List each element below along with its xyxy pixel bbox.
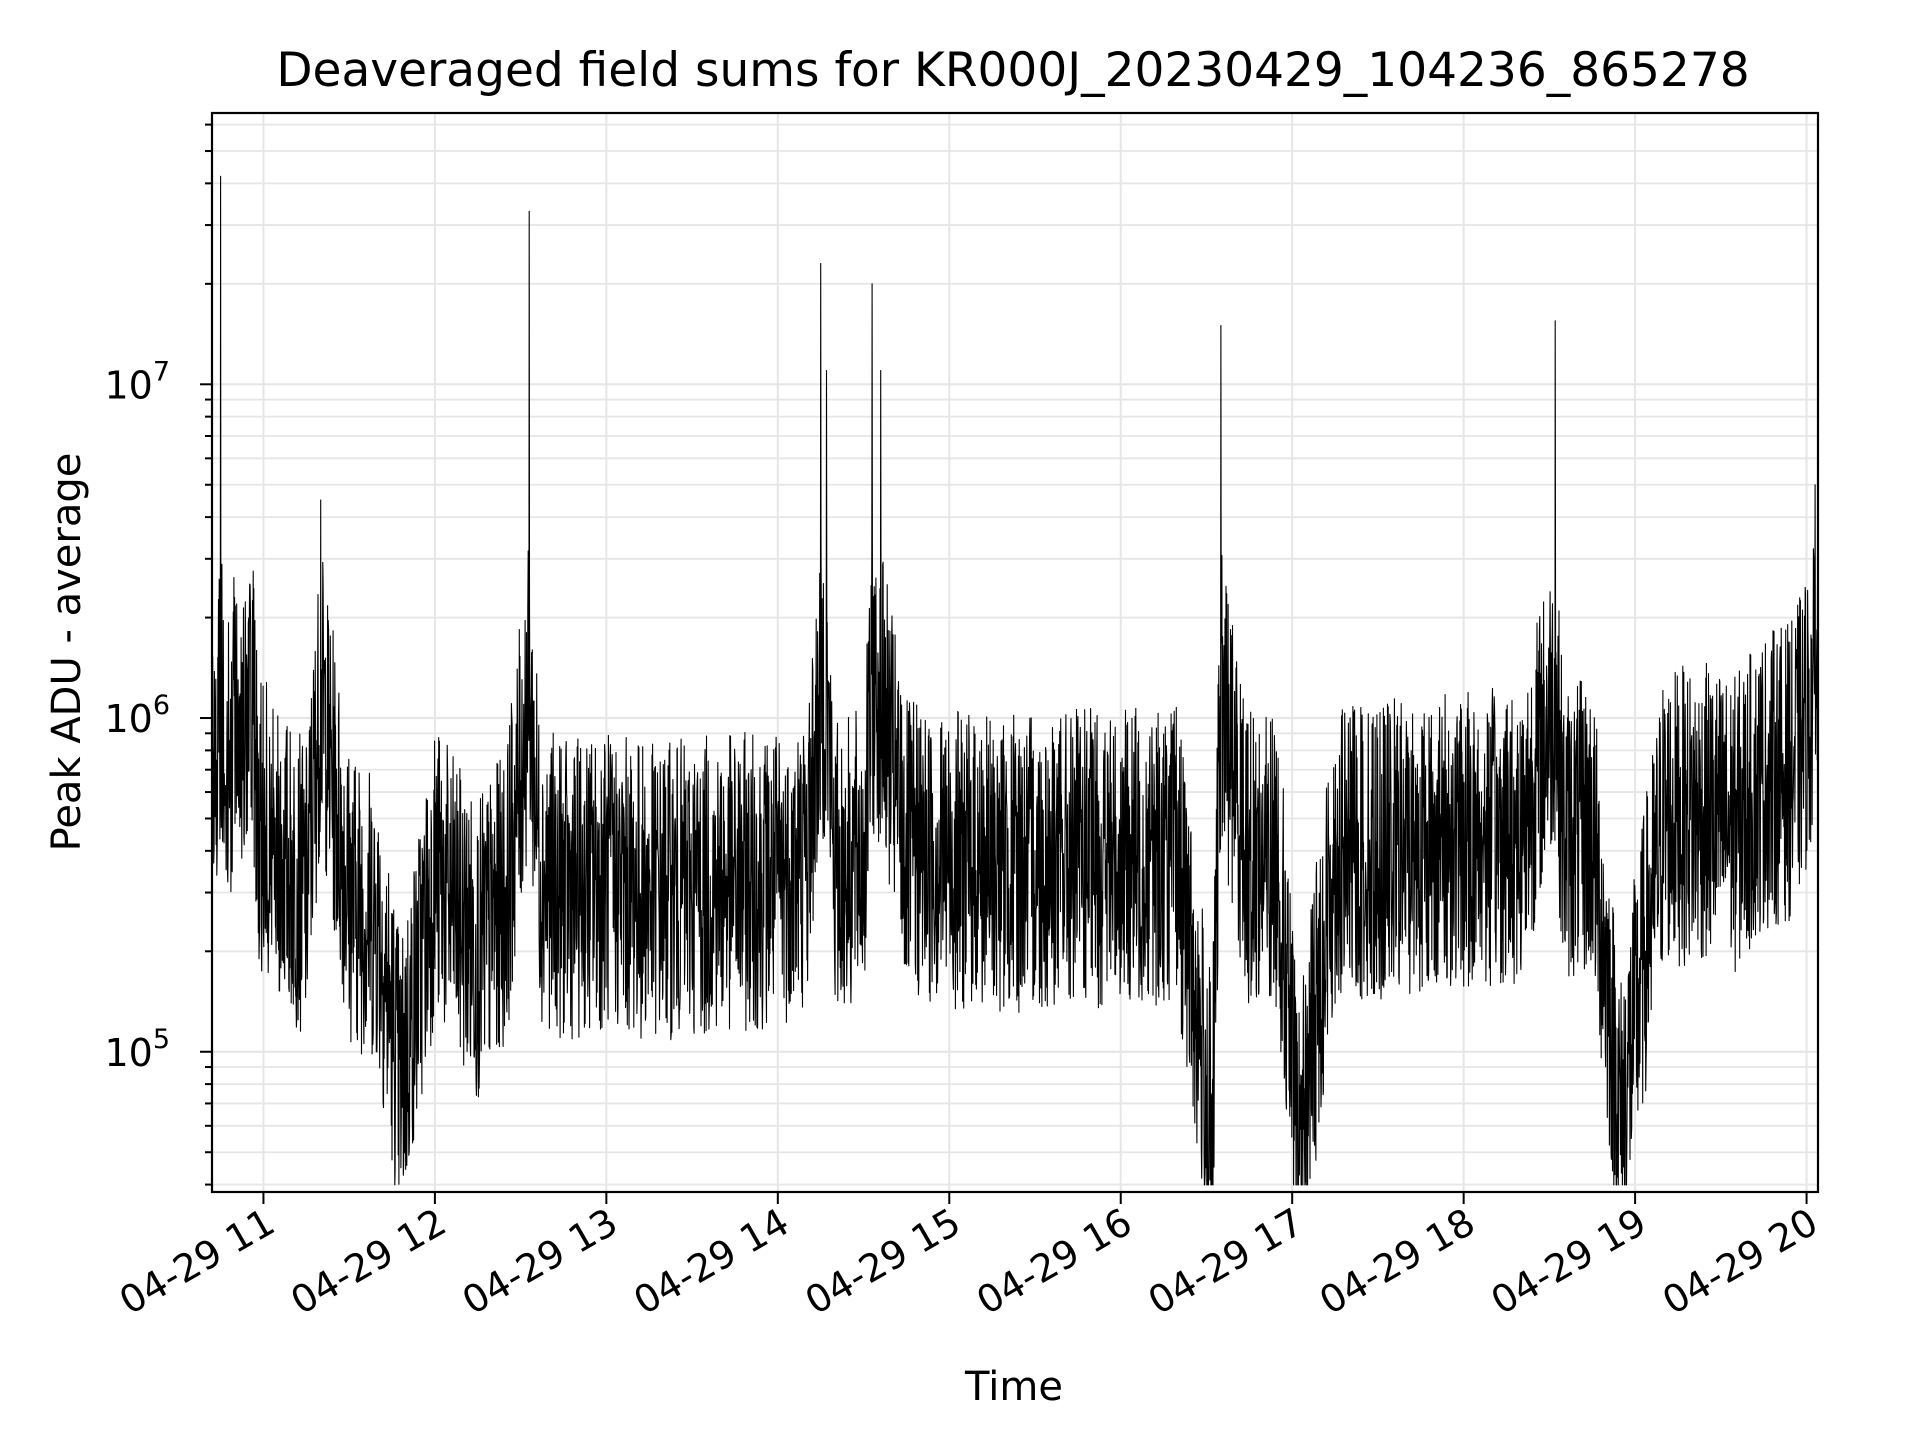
y-axis-label: Peak ADU - average <box>44 453 90 852</box>
y-axis: 105 106 107 <box>104 123 212 1186</box>
plot-frame <box>210 111 1820 1194</box>
series-line <box>211 175 1819 1186</box>
x-axis-label: Time <box>964 1364 1063 1410</box>
y-tick-label: 105 <box>104 1024 170 1075</box>
chart-title: Deaveraged field sums for KR000J_2023042… <box>276 43 1749 98</box>
y-tick-label: 107 <box>104 356 170 407</box>
y-tick-label: 106 <box>104 690 170 741</box>
data-line <box>211 175 1819 1186</box>
